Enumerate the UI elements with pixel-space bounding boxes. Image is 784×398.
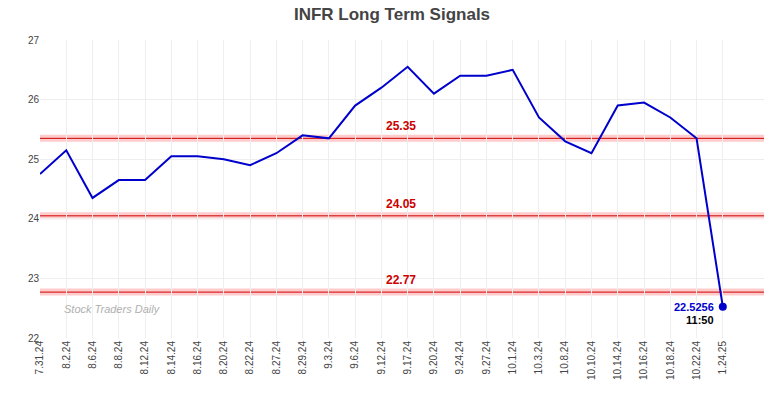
svg-text:25: 25: [28, 154, 40, 165]
svg-text:INFR Long Term Signals: INFR Long Term Signals: [294, 5, 490, 24]
svg-text:10.1.24: 10.1.24: [507, 341, 518, 375]
svg-text:8.12.24: 8.12.24: [139, 341, 150, 375]
svg-text:10.18.24: 10.18.24: [665, 341, 676, 380]
svg-text:8.16.24: 8.16.24: [192, 341, 203, 375]
svg-text:10.10.24: 10.10.24: [586, 341, 597, 380]
svg-text:10.14.24: 10.14.24: [612, 341, 623, 380]
svg-text:22.77: 22.77: [386, 273, 416, 287]
svg-text:22: 22: [28, 333, 40, 344]
svg-text:8.20.24: 8.20.24: [218, 341, 229, 375]
svg-text:8.22.24: 8.22.24: [244, 341, 255, 375]
svg-text:10.3.24: 10.3.24: [533, 341, 544, 375]
svg-text:10.16.24: 10.16.24: [638, 341, 649, 380]
svg-text:8.2.24: 8.2.24: [61, 341, 72, 369]
svg-text:9.3.24: 9.3.24: [323, 341, 334, 369]
svg-text:26: 26: [28, 94, 40, 105]
svg-text:8.6.24: 8.6.24: [87, 341, 98, 369]
svg-text:22.5256: 22.5256: [674, 301, 714, 313]
svg-text:9.17.24: 9.17.24: [402, 341, 413, 375]
svg-text:8.29.24: 8.29.24: [297, 341, 308, 375]
svg-text:9.24.24: 9.24.24: [454, 341, 465, 375]
svg-text:25.35: 25.35: [386, 119, 416, 133]
svg-text:7.31.24: 7.31.24: [34, 341, 45, 375]
svg-text:Stock Traders Daily: Stock Traders Daily: [64, 303, 161, 315]
svg-text:23: 23: [28, 273, 40, 284]
svg-text:11:50: 11:50: [686, 314, 714, 326]
svg-text:9.6.24: 9.6.24: [349, 341, 360, 369]
svg-text:9.27.24: 9.27.24: [481, 341, 492, 375]
svg-text:10.8.24: 10.8.24: [559, 341, 570, 375]
svg-text:27: 27: [28, 35, 40, 46]
svg-text:9.20.24: 9.20.24: [428, 341, 439, 375]
svg-text:24: 24: [28, 213, 40, 224]
svg-text:9.12.24: 9.12.24: [376, 341, 387, 375]
svg-text:24.05: 24.05: [386, 197, 416, 211]
svg-text:8.14.24: 8.14.24: [166, 341, 177, 375]
svg-text:1.24.25: 1.24.25: [717, 341, 728, 375]
svg-text:8.27.24: 8.27.24: [271, 341, 282, 375]
svg-text:8.8.24: 8.8.24: [113, 341, 124, 369]
svg-text:10.22.24: 10.22.24: [691, 341, 702, 380]
